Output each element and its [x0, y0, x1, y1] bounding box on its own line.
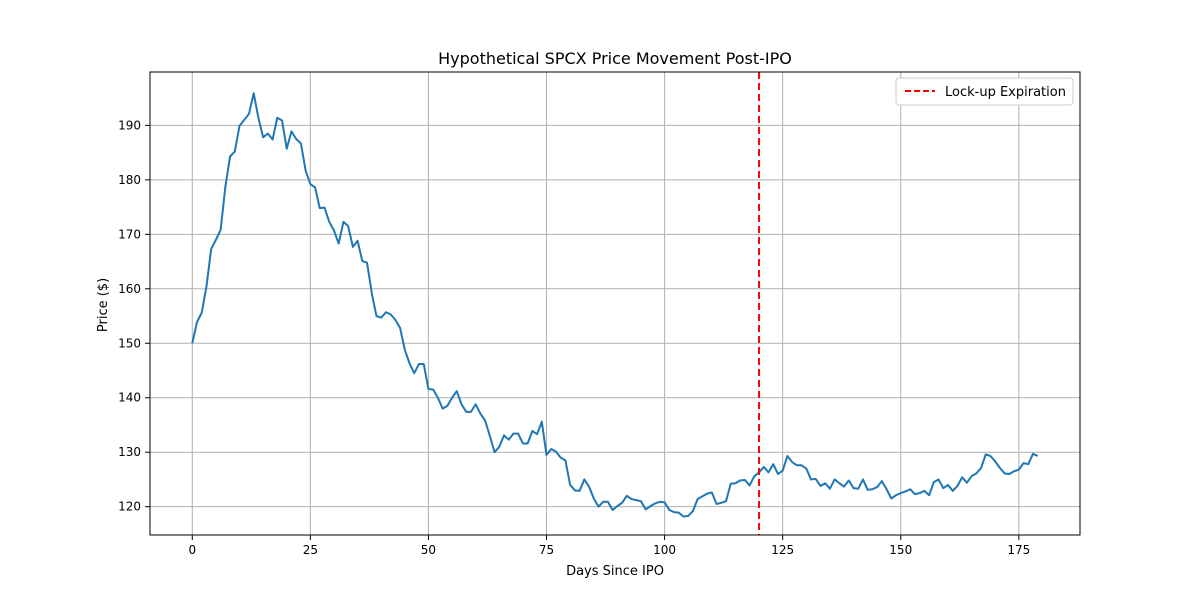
series-layer: [191, 72, 1039, 535]
y-tick-label: 170: [118, 227, 141, 241]
y-tick-label: 140: [118, 391, 141, 405]
axes-layer: 0 25 50 75 100 125 150 175 120 130 140 150 160 170 180…: [118, 71, 1081, 557]
chart-title: Hypothetical SPCX Price Movement Post-IP…: [438, 49, 792, 68]
x-tick-label: 50: [421, 543, 436, 557]
y-tick-label: 130: [118, 445, 141, 459]
legend-box: [895, 77, 1074, 106]
x-tick-label: 75: [539, 543, 554, 557]
y-tick-label: 120: [118, 500, 141, 514]
legend-label-lockup: Lock-up Expiration: [945, 85, 1066, 100]
grid-lines: [150, 72, 1080, 535]
y-tick-label: 180: [118, 173, 141, 187]
y-axis-label: Price ($): [96, 278, 111, 332]
y-tick-label: 150: [118, 336, 141, 350]
x-tick-label: 175: [1007, 543, 1030, 557]
series-line-price: [191, 92, 1039, 518]
x-axis-label: Days Since IPO: [566, 564, 664, 579]
x-tick-label: 150: [889, 543, 912, 557]
x-tick-label: 125: [771, 543, 794, 557]
y-tick-label: 160: [118, 282, 141, 296]
x-tick-label: 25: [303, 543, 318, 557]
x-tick-label: 0: [188, 543, 196, 557]
plot-frame: [149, 71, 1081, 536]
x-tick-label: 100: [653, 543, 676, 557]
y-tick-label: 190: [118, 118, 141, 132]
legend: Lock-up Expiration: [895, 77, 1074, 106]
